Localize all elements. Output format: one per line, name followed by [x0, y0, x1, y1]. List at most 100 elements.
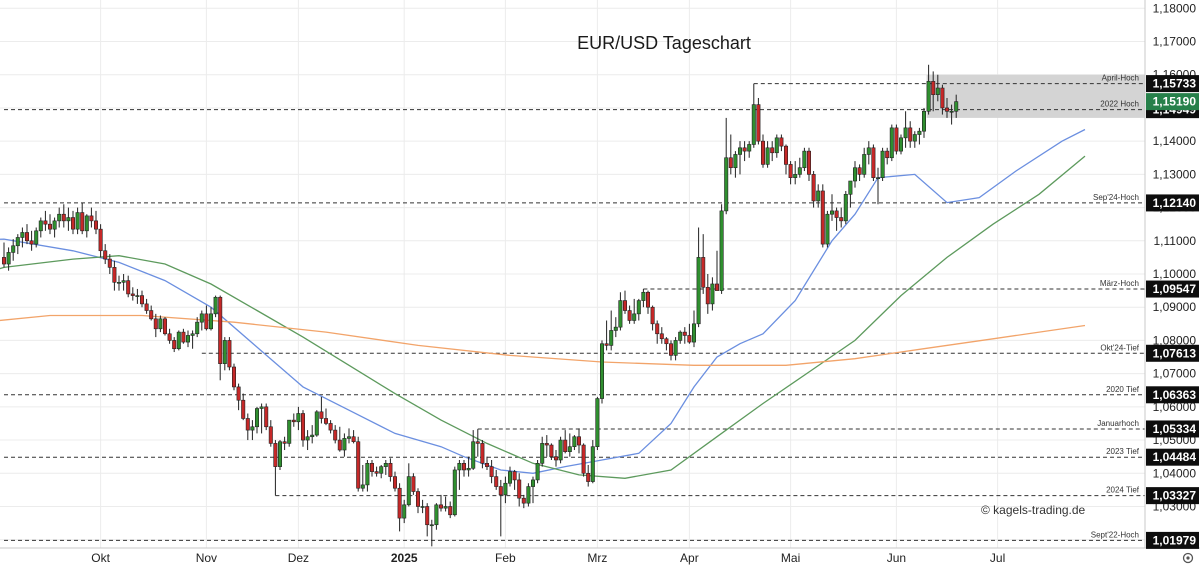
candle-body [438, 504, 443, 509]
candle [609, 310, 614, 351]
candle [691, 310, 696, 348]
candle [195, 317, 200, 338]
time-axis: Okt Nov Dez 2025 Feb Mrz Apr Mai Jun Jul [91, 551, 1005, 565]
level-label: März-Hoch [1100, 279, 1139, 288]
candle [576, 428, 581, 454]
candle-body [268, 426, 273, 444]
candle-body [926, 81, 931, 112]
gear-icon[interactable] [1182, 552, 1194, 564]
candle-body [204, 313, 209, 330]
candle [121, 274, 126, 291]
time-tick-label: Apr [680, 551, 699, 565]
candle [687, 323, 692, 344]
candle-body [701, 257, 706, 288]
candle [218, 295, 223, 381]
candle [811, 171, 816, 208]
candle [103, 244, 108, 265]
candle [383, 459, 388, 475]
candle [664, 337, 669, 351]
candle [857, 164, 862, 182]
candle [94, 210, 99, 235]
candle-body [140, 295, 145, 305]
candle-body [567, 446, 572, 452]
candle-body [586, 472, 591, 482]
candle [204, 305, 209, 331]
candle-body [632, 313, 637, 321]
price-tag-box [1146, 75, 1199, 93]
candle [172, 337, 177, 353]
candle-body [310, 434, 315, 438]
watermark: © kagels-trading.de [981, 503, 1086, 517]
candle-body [498, 486, 503, 496]
candle [300, 410, 305, 447]
level-label: Okt'24-Tief [1100, 343, 1139, 352]
candle [710, 277, 715, 311]
candle [719, 204, 724, 294]
candle-body [448, 506, 453, 516]
candle [765, 141, 770, 168]
candle [599, 340, 604, 404]
candle [356, 436, 361, 492]
candle-body [857, 167, 862, 175]
candle-body [365, 463, 370, 486]
candle [277, 440, 282, 470]
candle [678, 330, 683, 344]
price-tag: 1,04484 [1146, 448, 1199, 466]
candle-body [783, 145, 788, 165]
candle-body [650, 306, 655, 325]
candle-body [756, 104, 761, 142]
candle-body [484, 463, 489, 467]
candle [255, 406, 260, 434]
candle [908, 121, 913, 148]
candle [880, 147, 885, 182]
candle-body [682, 331, 687, 336]
candle [517, 473, 522, 507]
candle-body [443, 506, 448, 509]
candle [369, 459, 374, 477]
candle-body [820, 190, 825, 245]
candle [489, 459, 494, 484]
price-tick-label: 1,14000 [1153, 134, 1197, 148]
candle-body [636, 300, 641, 315]
candle-body [581, 444, 586, 474]
candle [47, 214, 52, 235]
price-tag-box [1146, 531, 1199, 549]
current-price-tag: 1,15190 [1146, 93, 1199, 111]
price-tick-label: 1,18000 [1153, 1, 1197, 15]
candle [61, 204, 66, 228]
candle-body [71, 217, 76, 230]
candle-body [232, 366, 237, 388]
candle-body [829, 210, 834, 215]
candle-body [15, 237, 20, 247]
candle [15, 234, 20, 255]
candle [590, 440, 595, 484]
price-tag-text: 1,09547 [1153, 282, 1197, 296]
candle-body [521, 497, 526, 504]
time-tick-label: Mai [781, 551, 800, 565]
candle-body [351, 436, 356, 443]
candle-body [742, 147, 747, 152]
candle [540, 436, 545, 467]
candle-body [434, 504, 439, 526]
time-tick-label: Okt [91, 551, 110, 565]
candle-body [296, 413, 301, 423]
candle [107, 254, 112, 274]
price-tick-label: 1,10000 [1153, 267, 1197, 281]
candle-body [209, 313, 214, 330]
price-tag-text: 1,06363 [1153, 388, 1197, 402]
candle [728, 134, 733, 175]
candle [337, 426, 342, 452]
candle [328, 420, 333, 434]
candle-body [806, 150, 811, 175]
price-tag-text: 1,03327 [1153, 489, 1197, 503]
candle [912, 131, 917, 148]
candle [484, 456, 489, 470]
candle [314, 410, 319, 437]
candle-body [747, 144, 752, 152]
candle-body [475, 441, 480, 444]
candle [245, 413, 250, 441]
candle [852, 161, 857, 188]
candle-body [540, 443, 545, 464]
candle-body [466, 467, 471, 471]
candle-body [181, 331, 186, 343]
